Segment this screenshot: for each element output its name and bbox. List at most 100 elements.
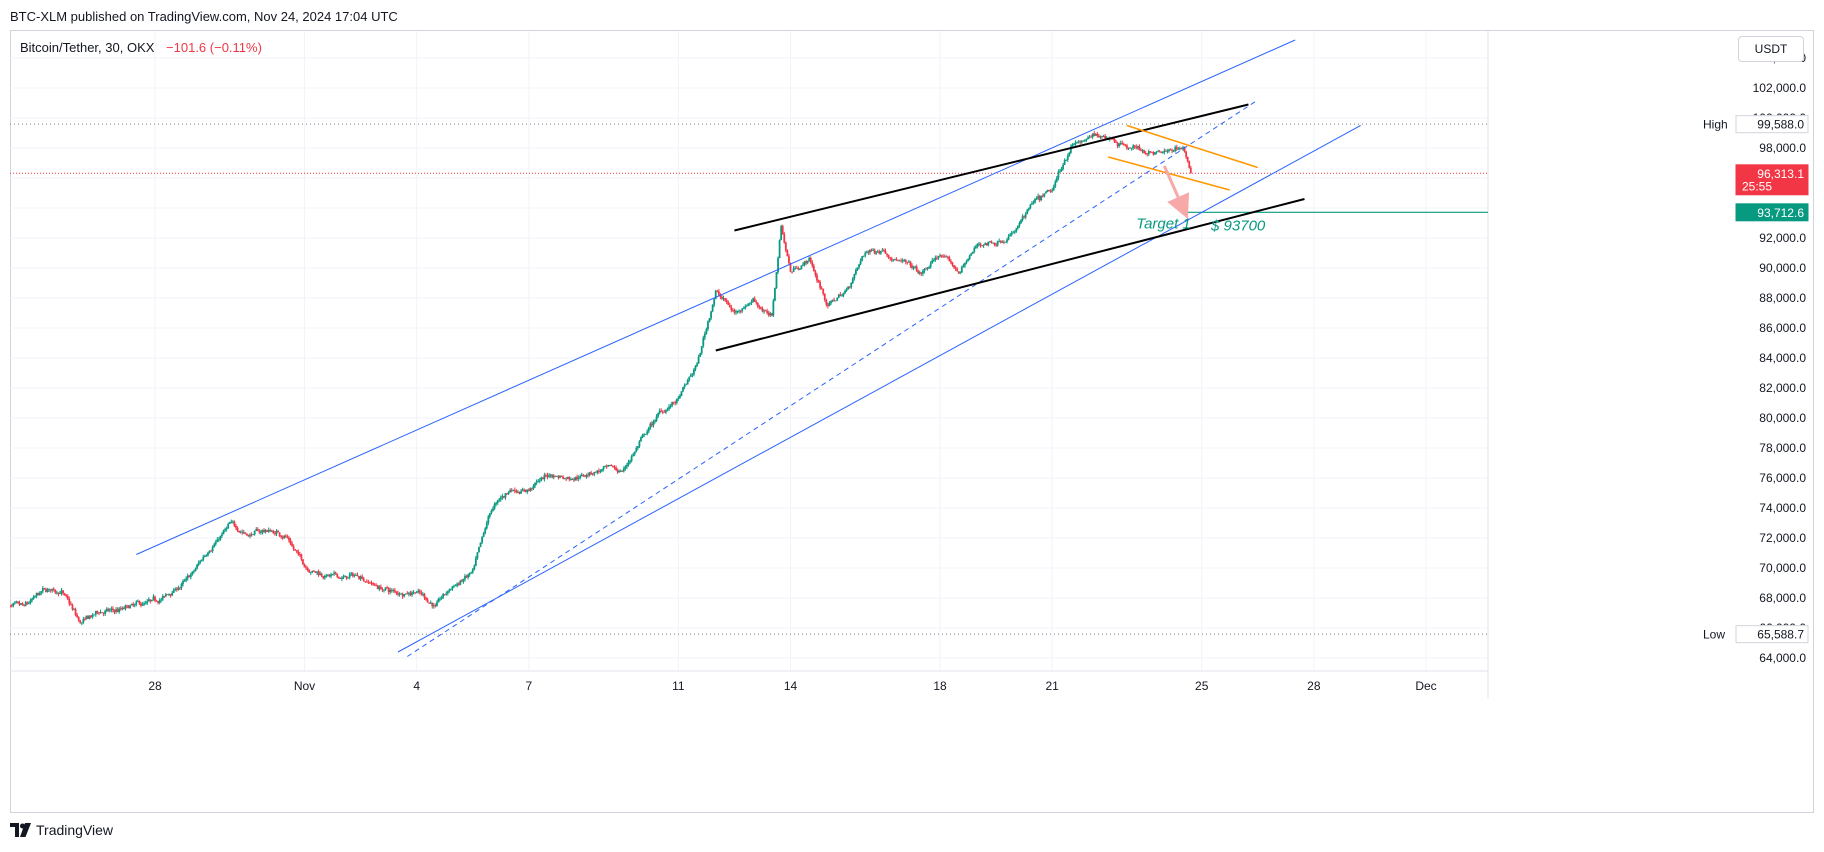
candle-body [146,601,149,604]
candle-body [1172,150,1175,152]
candle-body [562,476,564,479]
candle-body [26,602,29,604]
candle-body [302,559,304,565]
candle-body [395,591,398,593]
candle-body [498,499,501,501]
high-tag-label: High [1703,118,1728,132]
candle-body [671,401,674,406]
currency-button[interactable]: USDT [1738,36,1804,62]
candle-body [274,533,276,535]
candle-body [1155,151,1158,153]
grid-lines [10,31,1488,671]
candle-body [512,489,515,491]
candle-body [488,513,491,517]
candle-body [798,269,801,270]
candle-body [940,255,943,257]
candle-body [17,601,19,603]
candle-body [903,260,906,261]
last-price-badge-value: 96,313.1 [1757,167,1804,181]
candle-body [68,599,71,604]
candle-body [1119,143,1122,145]
candle-body [526,489,529,492]
candle-body [281,537,284,539]
candle-body [1175,147,1178,150]
candle-body [1177,148,1180,150]
candle-body [635,448,638,452]
candle-body [627,462,630,465]
candle-body [1130,147,1133,149]
candle-body [48,589,50,591]
target-arrow [1162,165,1190,219]
candle-body [211,547,214,552]
candle-body [269,530,272,532]
y-tick-label: 68,000.0 [1759,591,1806,605]
candle-body [149,599,152,602]
candle-body [820,287,823,289]
candle-body [784,242,787,251]
candle-body [337,576,340,578]
candle-body [163,595,166,597]
candle-body [591,473,594,475]
candle-body [778,239,781,259]
top-bar: BTC-XLM published on TradingView.com, No… [0,0,1824,30]
candle-body [844,291,846,293]
candle-body [1174,147,1177,151]
candle-body [1083,139,1086,141]
candle-body [383,589,385,591]
candle-body [1055,177,1058,182]
candle-body [749,302,751,304]
candle-body [932,260,935,261]
candle-body [982,244,985,246]
candle-body [689,375,692,377]
candle-body [470,572,473,574]
candle-body [10,605,13,607]
candle-body [485,523,488,529]
candle-body [1004,241,1007,243]
candle-body [122,608,125,609]
candle-body [1141,150,1144,152]
candle-body [686,380,689,385]
candle-body [325,575,328,577]
candle-body [856,267,859,270]
candle-body [1029,204,1032,209]
candle-body [1163,150,1166,153]
candle-body [878,251,881,254]
candle-body [375,585,378,587]
candle-body [911,265,913,268]
candle-body [412,592,415,594]
candle-body [365,581,368,583]
candle-body [93,614,96,616]
candle-body [735,311,737,313]
candle-body [348,574,351,578]
channel-lower-line [397,125,1361,653]
candle-body [250,534,253,536]
candle-body [788,256,790,263]
candle-body [1051,190,1054,192]
y-tick-label: 84,000.0 [1759,351,1806,365]
candle-body [760,307,762,309]
candle-body [1063,160,1066,165]
candle-body [422,593,424,595]
candle-body [252,534,255,536]
candle-body [443,594,446,595]
candle-body [970,253,973,256]
candle-body [80,622,83,624]
footer-brand-text: TradingView [36,822,114,838]
candle-body [1006,239,1008,242]
candle-body [174,588,177,591]
candle-body [312,570,315,572]
candle-body [996,241,999,246]
candle-body [297,551,300,555]
candle-body [69,603,72,605]
y-tick-label: 92,000.0 [1759,231,1806,245]
candle-body [361,576,364,579]
candle-body [1080,141,1083,143]
candle-body [548,475,550,477]
candle-body [615,467,617,470]
candle-body [133,604,136,606]
candle-body [331,573,334,575]
candle-body [1057,171,1060,178]
candle-body [98,612,100,614]
candle-body [464,576,466,580]
